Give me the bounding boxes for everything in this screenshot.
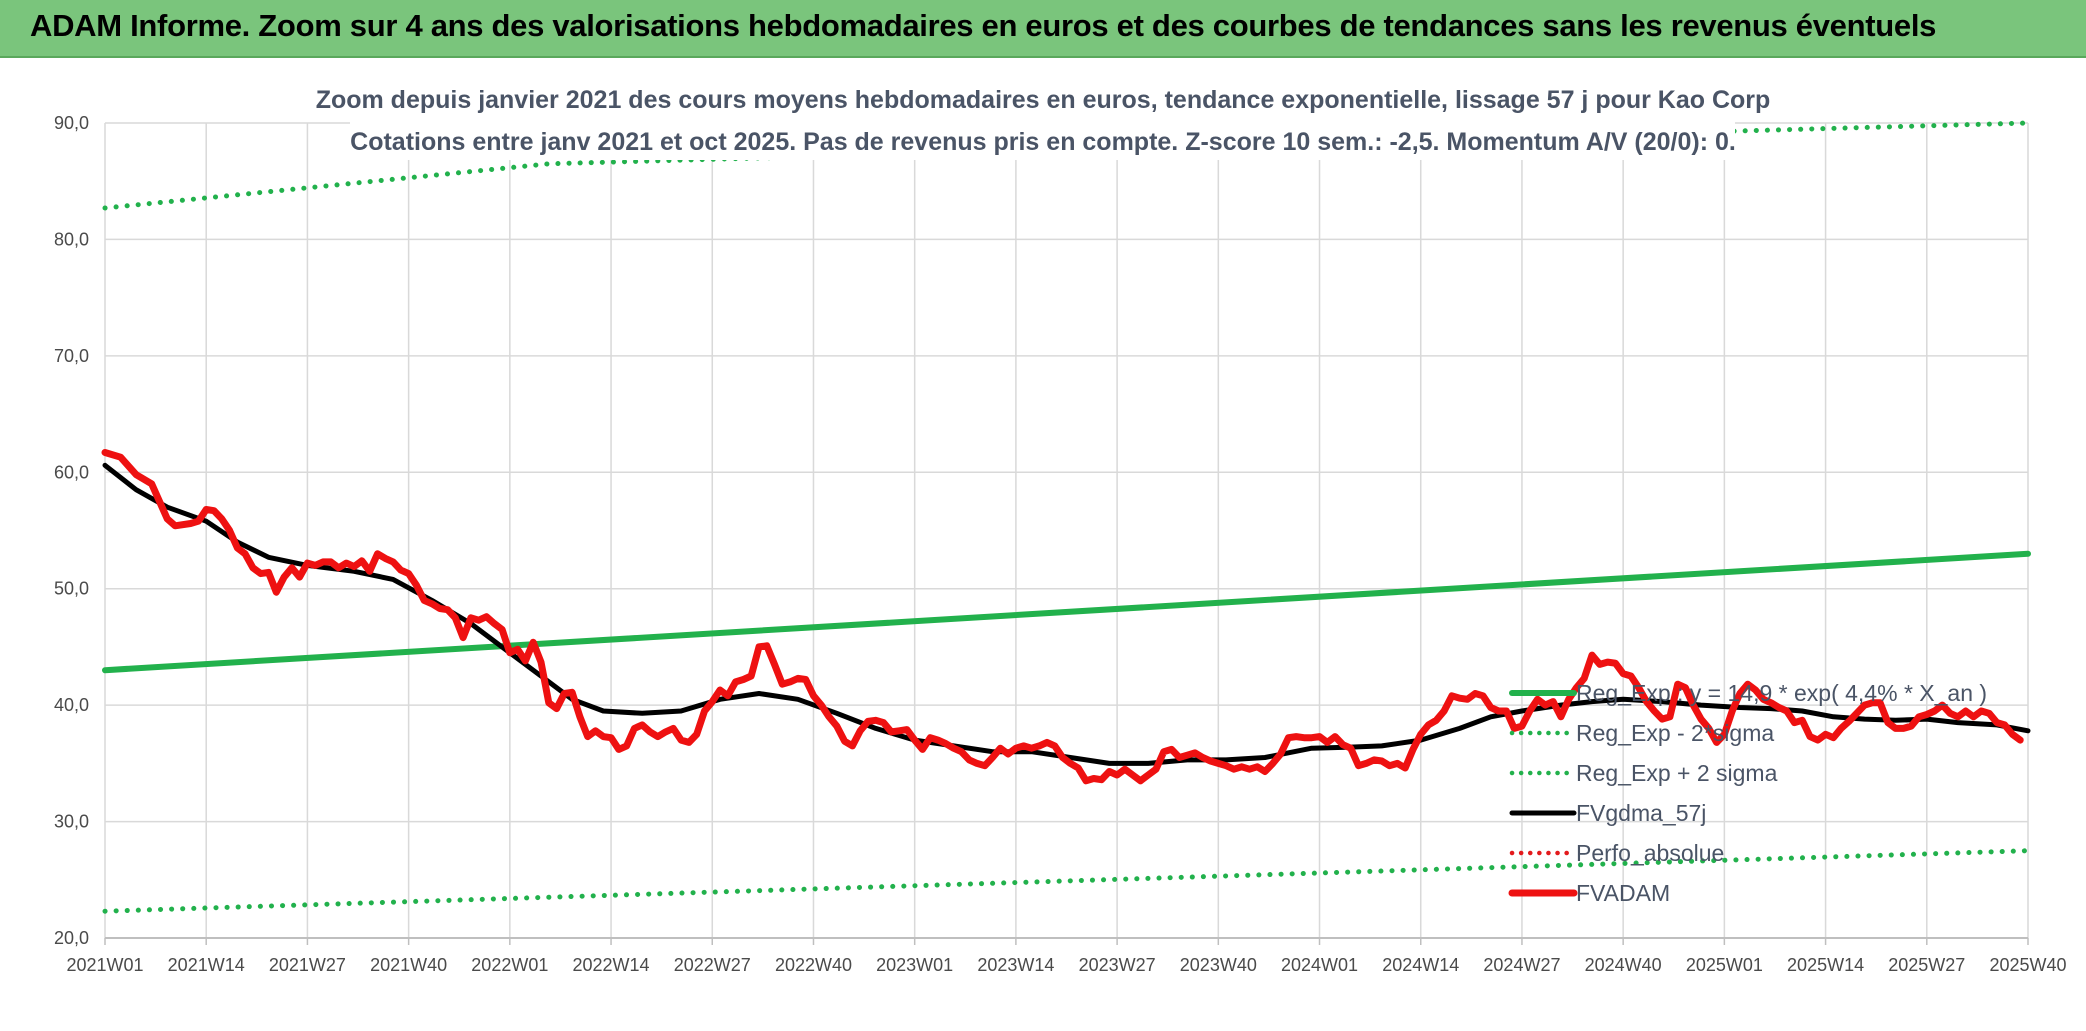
x-tick-label: 2025W40: [1989, 955, 2066, 975]
x-tick-label: 2024W40: [1585, 955, 1662, 975]
y-tick-label: 70,0: [54, 346, 89, 366]
legend-label: Reg_Exp - 2*sigma: [1576, 720, 1774, 746]
y-tick-label: 80,0: [54, 229, 89, 249]
legend-label: FVgdma_57j: [1576, 800, 1706, 826]
y-tick-label: 40,0: [54, 695, 89, 715]
x-tick-label: 2023W14: [977, 955, 1054, 975]
chart-legend: Reg_Exp : y = 14,9 * exp( 4,4% * X_an ) R…: [1508, 680, 1987, 906]
x-tick-label: 2025W27: [1888, 955, 1965, 975]
x-tick-label: 2023W27: [1079, 955, 1156, 975]
series-line-6: [101, 449, 2024, 785]
x-tick-label: 2022W27: [674, 955, 751, 975]
x-tick-label: 2025W14: [1787, 955, 1864, 975]
grid-layer: [104, 122, 2029, 939]
chart-title-line-2: Cotations entre janv 2021 et oct 2025. P…: [350, 128, 1736, 156]
series-line-1: [102, 550, 2031, 674]
y-tick-label: 30,0: [54, 812, 89, 832]
x-tick-label: 2022W14: [573, 955, 650, 975]
x-tick-label: 2023W01: [876, 955, 953, 975]
legend-label: FVADAM: [1576, 880, 1670, 906]
x-tick-label: 2025W01: [1686, 955, 1763, 975]
chart-title-background: [350, 78, 1735, 160]
x-tick-label: 2021W27: [269, 955, 346, 975]
x-tick-label: 2021W01: [66, 955, 143, 975]
y-tick-label: 90,0: [54, 113, 89, 133]
report-banner: ADAM Informe. Zoom sur 4 ans des valoris…: [0, 0, 2086, 58]
legend-label: Perfo_absolue: [1576, 840, 1724, 866]
x-tick-label: 2022W01: [471, 955, 548, 975]
y-tick-label: 60,0: [54, 462, 89, 482]
series-line-2: [102, 848, 2031, 914]
series-layer: [101, 120, 2031, 914]
x-tick-label: 2024W27: [1483, 955, 1560, 975]
chart-title-block: Zoom depuis janvier 2021 des cours moyen…: [316, 78, 1771, 160]
legend-label: Reg_Exp + 2 sigma: [1576, 760, 1778, 786]
x-tick-label: 2021W14: [168, 955, 245, 975]
y-tick-label: 20,0: [54, 928, 89, 948]
x-tick-label: 2021W40: [370, 955, 447, 975]
axis-layer: 20,0 30,0 40,0 50,0 60,0 70,0 80,0 90,0 2021W01 2…: [54, 113, 2067, 975]
chart-title-line-1: Zoom depuis janvier 2021 des cours moyen…: [316, 86, 1771, 114]
price-chart: Zoom depuis janvier 2021 des cours moyen…: [54, 78, 2067, 975]
legend-label: Reg_Exp : y = 14,9 * exp( 4,4% * X_an ): [1576, 680, 1987, 706]
x-tick-label: 2024W14: [1382, 955, 1459, 975]
x-tick-label: 2024W01: [1281, 955, 1358, 975]
report-title: ADAM Informe. Zoom sur 4 ans des valoris…: [30, 8, 1937, 43]
y-tick-label: 50,0: [54, 579, 89, 599]
x-tick-label: 2023W40: [1180, 955, 1257, 975]
x-tick-label: 2022W40: [775, 955, 852, 975]
